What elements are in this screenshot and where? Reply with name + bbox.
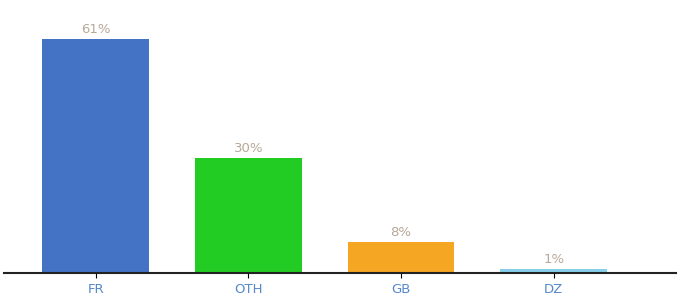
Text: 1%: 1% (543, 253, 564, 266)
Bar (42, 39, 149, 273)
Text: 30%: 30% (234, 142, 263, 155)
Text: 61%: 61% (81, 23, 111, 36)
Bar (195, 158, 302, 273)
Bar (347, 242, 454, 273)
Bar (500, 269, 607, 273)
Text: 8%: 8% (390, 226, 411, 239)
